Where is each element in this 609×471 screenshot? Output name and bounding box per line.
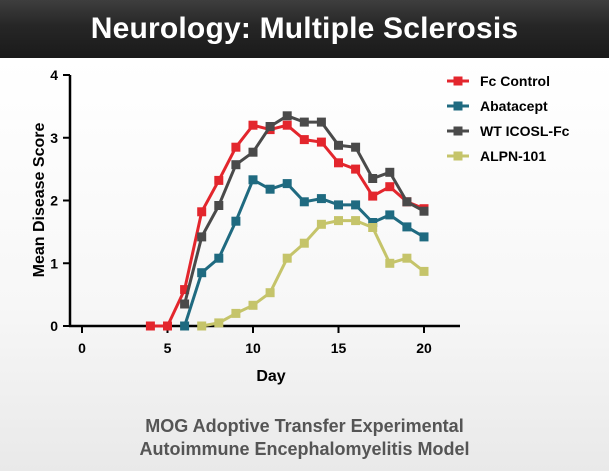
data-point bbox=[351, 200, 361, 210]
data-point bbox=[214, 175, 224, 185]
x-tick-label: 0 bbox=[78, 340, 86, 356]
data-point bbox=[368, 223, 378, 232]
data-point bbox=[231, 216, 241, 226]
y-tick-label: 2 bbox=[50, 193, 58, 209]
data-point bbox=[265, 122, 275, 131]
y-tick-label: 0 bbox=[50, 318, 58, 334]
y-axis-title: Mean Disease Score bbox=[31, 123, 48, 278]
data-point bbox=[282, 111, 292, 121]
legend-item-alpn-101: ALPN-101 bbox=[447, 148, 546, 164]
data-point bbox=[214, 201, 224, 210]
legend-label: WT ICOSL-Fc bbox=[480, 123, 570, 139]
data-point bbox=[180, 321, 190, 331]
data-point bbox=[368, 191, 378, 201]
data-point bbox=[385, 258, 395, 268]
legend-label: Abatacept bbox=[480, 98, 548, 114]
legend-swatch-marker bbox=[453, 76, 463, 86]
data-point bbox=[385, 210, 395, 220]
data-point bbox=[282, 253, 292, 263]
data-point bbox=[299, 135, 309, 145]
figure-caption: MOG Adoptive Transfer Experimental Autoi… bbox=[0, 415, 609, 461]
data-point bbox=[385, 182, 395, 192]
chart-series-layer bbox=[145, 111, 429, 331]
data-point bbox=[402, 253, 412, 263]
data-point bbox=[419, 232, 429, 242]
data-point bbox=[351, 216, 361, 226]
x-tick-label: 20 bbox=[416, 340, 432, 356]
data-point bbox=[334, 158, 343, 168]
data-point bbox=[368, 174, 378, 183]
data-point bbox=[197, 207, 207, 217]
data-point bbox=[214, 318, 224, 328]
data-point bbox=[145, 321, 155, 331]
data-point bbox=[214, 253, 224, 263]
data-point bbox=[265, 184, 275, 194]
series-alpn-101 bbox=[197, 216, 429, 331]
caption-line-1: MOG Adoptive Transfer Experimental bbox=[145, 416, 464, 436]
data-point bbox=[316, 194, 326, 204]
data-point bbox=[316, 219, 326, 229]
series-wt-icosl-fc bbox=[180, 111, 429, 309]
data-point bbox=[334, 200, 343, 210]
content-panel bbox=[0, 58, 609, 471]
data-point bbox=[351, 164, 361, 174]
data-point bbox=[402, 197, 412, 207]
data-point bbox=[197, 268, 207, 278]
data-point bbox=[368, 218, 378, 227]
data-point bbox=[282, 179, 292, 189]
data-point bbox=[419, 206, 429, 216]
data-point bbox=[385, 167, 395, 177]
legend-item-wt-icosl-fc: WT ICOSL-Fc bbox=[447, 123, 570, 139]
data-point bbox=[197, 232, 207, 242]
caption-line-2: Autoimmune Encephalomyelitis Model bbox=[139, 439, 470, 459]
data-point bbox=[163, 321, 172, 331]
data-point bbox=[334, 140, 343, 150]
legend-swatch-marker bbox=[453, 151, 463, 161]
data-point bbox=[248, 300, 258, 310]
data-point bbox=[299, 117, 309, 127]
page-title: Neurology: Multiple Sclerosis bbox=[90, 12, 519, 45]
data-point bbox=[231, 160, 241, 170]
chart-axes: 0 1 2 3 4 0 5 10 15 20 Day Mean Disease Score bbox=[31, 67, 460, 385]
data-point bbox=[316, 117, 326, 127]
legend-label: Fc Control bbox=[480, 73, 550, 89]
data-point bbox=[282, 120, 292, 130]
data-point bbox=[248, 120, 258, 130]
data-point bbox=[299, 197, 309, 207]
x-tick-label: 5 bbox=[164, 340, 172, 356]
x-tick-label: 15 bbox=[331, 340, 347, 356]
legend-swatch-marker bbox=[453, 126, 463, 136]
data-point bbox=[231, 142, 241, 152]
y-tick-label: 3 bbox=[50, 130, 58, 146]
legend-swatch-marker bbox=[453, 101, 463, 111]
data-point bbox=[248, 147, 258, 157]
data-point bbox=[299, 238, 309, 248]
data-point bbox=[265, 288, 275, 298]
data-point bbox=[316, 137, 326, 147]
legend-label: ALPN-101 bbox=[480, 148, 546, 164]
chart-legend: Fc Control Abatacept WT ICOSL-Fc ALPN-101 bbox=[447, 73, 570, 164]
legend-item-fc-control: Fc Control bbox=[447, 73, 550, 89]
data-point bbox=[231, 308, 241, 318]
data-point bbox=[402, 222, 412, 232]
data-point bbox=[351, 142, 361, 152]
data-point bbox=[248, 175, 258, 185]
series-abatacept bbox=[180, 175, 429, 331]
series-line-fc-control bbox=[150, 123, 425, 328]
header-bar: Neurology: Multiple Sclerosis bbox=[0, 0, 609, 58]
data-point bbox=[180, 285, 190, 295]
data-point bbox=[334, 216, 343, 226]
series-fc-control bbox=[145, 120, 429, 331]
data-point bbox=[419, 266, 429, 276]
x-axis-title: Day bbox=[256, 368, 285, 385]
data-point bbox=[180, 299, 190, 309]
x-tick-label: 10 bbox=[245, 340, 261, 356]
data-point bbox=[197, 321, 207, 331]
y-tick-label: 4 bbox=[50, 67, 58, 83]
y-tick-label: 1 bbox=[50, 255, 58, 271]
legend-item-abatacept: Abatacept bbox=[447, 98, 548, 114]
